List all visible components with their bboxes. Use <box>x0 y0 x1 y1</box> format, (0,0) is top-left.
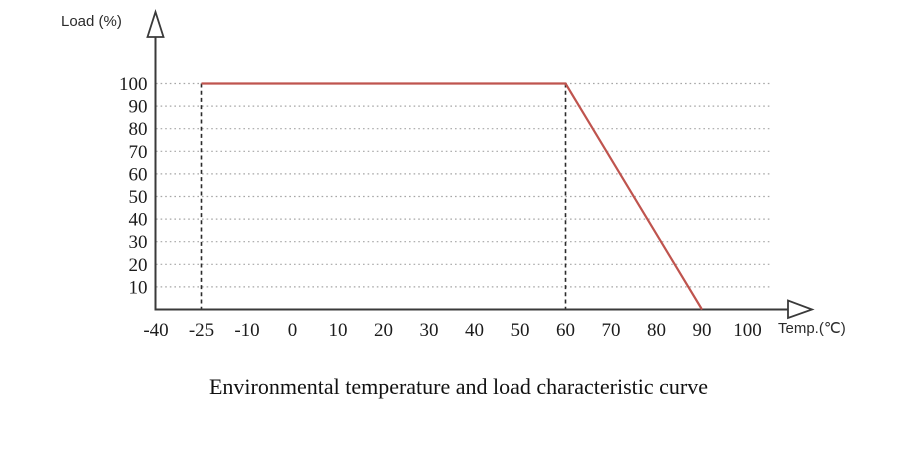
x-tick-label-80: 80 <box>647 320 666 341</box>
x-tick-label-70: 70 <box>602 320 621 341</box>
y-tick-label-60: 60 <box>129 164 148 185</box>
y-tick-label-40: 40 <box>129 210 148 231</box>
x-tick-label-40: 40 <box>465 320 484 341</box>
y-axis-title: Load (%) <box>61 13 122 30</box>
y-tick-label-100: 100 <box>119 74 148 95</box>
x-tick-label-90: 90 <box>693 320 712 341</box>
figure-caption: Environmental temperature and load chara… <box>208 374 709 399</box>
y-tick-label-90: 90 <box>129 97 148 118</box>
x-tick-label-50: 50 <box>511 320 530 341</box>
y-tick-label-70: 70 <box>129 142 148 163</box>
x-tick-label--10: -10 <box>234 320 259 341</box>
x-tick-label-10: 10 <box>329 320 348 341</box>
x-tick-label-60: 60 <box>556 320 575 341</box>
x-axis-title: Temp.(℃) <box>778 320 846 337</box>
x-tick-label-0: 0 <box>288 320 298 341</box>
x-tick-label-30: 30 <box>420 320 439 341</box>
y-tick-label-30: 30 <box>129 232 148 253</box>
y-tick-label-50: 50 <box>129 187 148 208</box>
load-temperature-chart: 100 90 80 70 60 50 40 30 20 10 -40 -25 -10 0 10 20 30 40 5… <box>61 9 846 341</box>
x-axis-arrow-icon <box>787 299 815 320</box>
y-axis-arrow-icon <box>146 9 165 38</box>
x-tick-label-100: 100 <box>733 320 762 341</box>
x-tick-label--40: -40 <box>143 320 168 341</box>
y-tick-label-10: 10 <box>129 277 148 298</box>
x-tick-label-20: 20 <box>374 320 393 341</box>
y-tick-label-80: 80 <box>129 119 148 140</box>
x-tick-label--25: -25 <box>189 320 214 341</box>
y-tick-label-20: 20 <box>129 255 148 276</box>
derating-curve <box>201 82 703 311</box>
